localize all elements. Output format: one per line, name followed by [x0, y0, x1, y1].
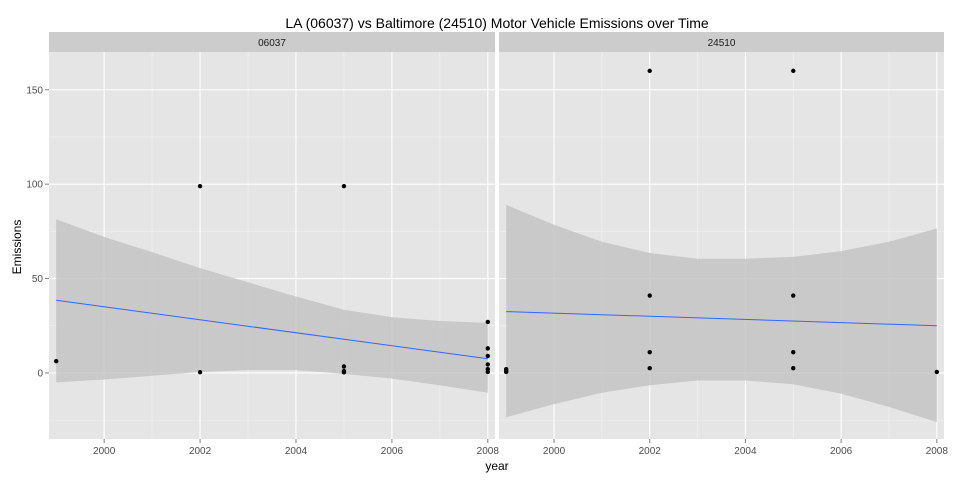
- x-tick-label: 2002: [639, 446, 662, 457]
- x-tick-label: 2004: [734, 446, 757, 457]
- data-point: [197, 184, 203, 189]
- data-point: [934, 369, 940, 375]
- x-tick-label: 2004: [285, 446, 308, 457]
- facet-strip-label: 06037: [258, 38, 286, 49]
- x-tick-label: 2008: [477, 446, 500, 457]
- x-tick-label: 2000: [543, 446, 566, 457]
- data-point: [791, 349, 796, 355]
- facet-panel-24510: 24510 2000 2002 2004 2006 2008: [499, 32, 948, 457]
- trend-line: [506, 311, 937, 327]
- data-point: [647, 293, 652, 298]
- data-point: [53, 359, 59, 364]
- data-point: [485, 369, 491, 375]
- confidence-ribbon: [56, 219, 488, 393]
- facet-strip: [49, 32, 495, 52]
- data-point: [341, 370, 347, 375]
- data-point: [485, 362, 491, 367]
- data-point: [647, 349, 652, 355]
- y-tick-label: 50: [32, 274, 44, 285]
- chart-title: LA (06037) vs Baltimore (24510) Motor Ve…: [285, 15, 709, 31]
- data-point: [485, 319, 491, 325]
- x-tick-label: 2000: [93, 446, 116, 457]
- y-tick-label: 0: [37, 368, 43, 379]
- y-tick-label: 150: [26, 85, 43, 96]
- data-point: [791, 68, 796, 74]
- data-point: [647, 366, 652, 371]
- x-tick-label: 2002: [189, 446, 212, 457]
- data-point: [503, 369, 509, 375]
- data-point: [791, 293, 796, 298]
- data-point: [485, 346, 491, 351]
- data-point: [341, 364, 347, 369]
- data-point: [485, 353, 491, 359]
- facet-strip: [499, 32, 944, 52]
- x-tick-label: 2006: [830, 446, 853, 457]
- facet-panel-06037: 06037 2000 2002 2004 2006 2008: [49, 32, 499, 457]
- data-point: [341, 184, 347, 189]
- y-axis-title: Emissions: [10, 220, 24, 275]
- confidence-ribbon: [506, 204, 937, 423]
- x-tick-label: 2006: [381, 446, 404, 457]
- data-point: [197, 369, 203, 375]
- data-point: [791, 366, 796, 371]
- facet-strip-label: 24510: [708, 38, 736, 49]
- x-tick-label: 2008: [926, 446, 949, 457]
- data-point: [647, 68, 652, 74]
- y-tick-label: 100: [26, 180, 43, 191]
- trend-line: [56, 299, 488, 360]
- x-axis-title: year: [485, 459, 508, 473]
